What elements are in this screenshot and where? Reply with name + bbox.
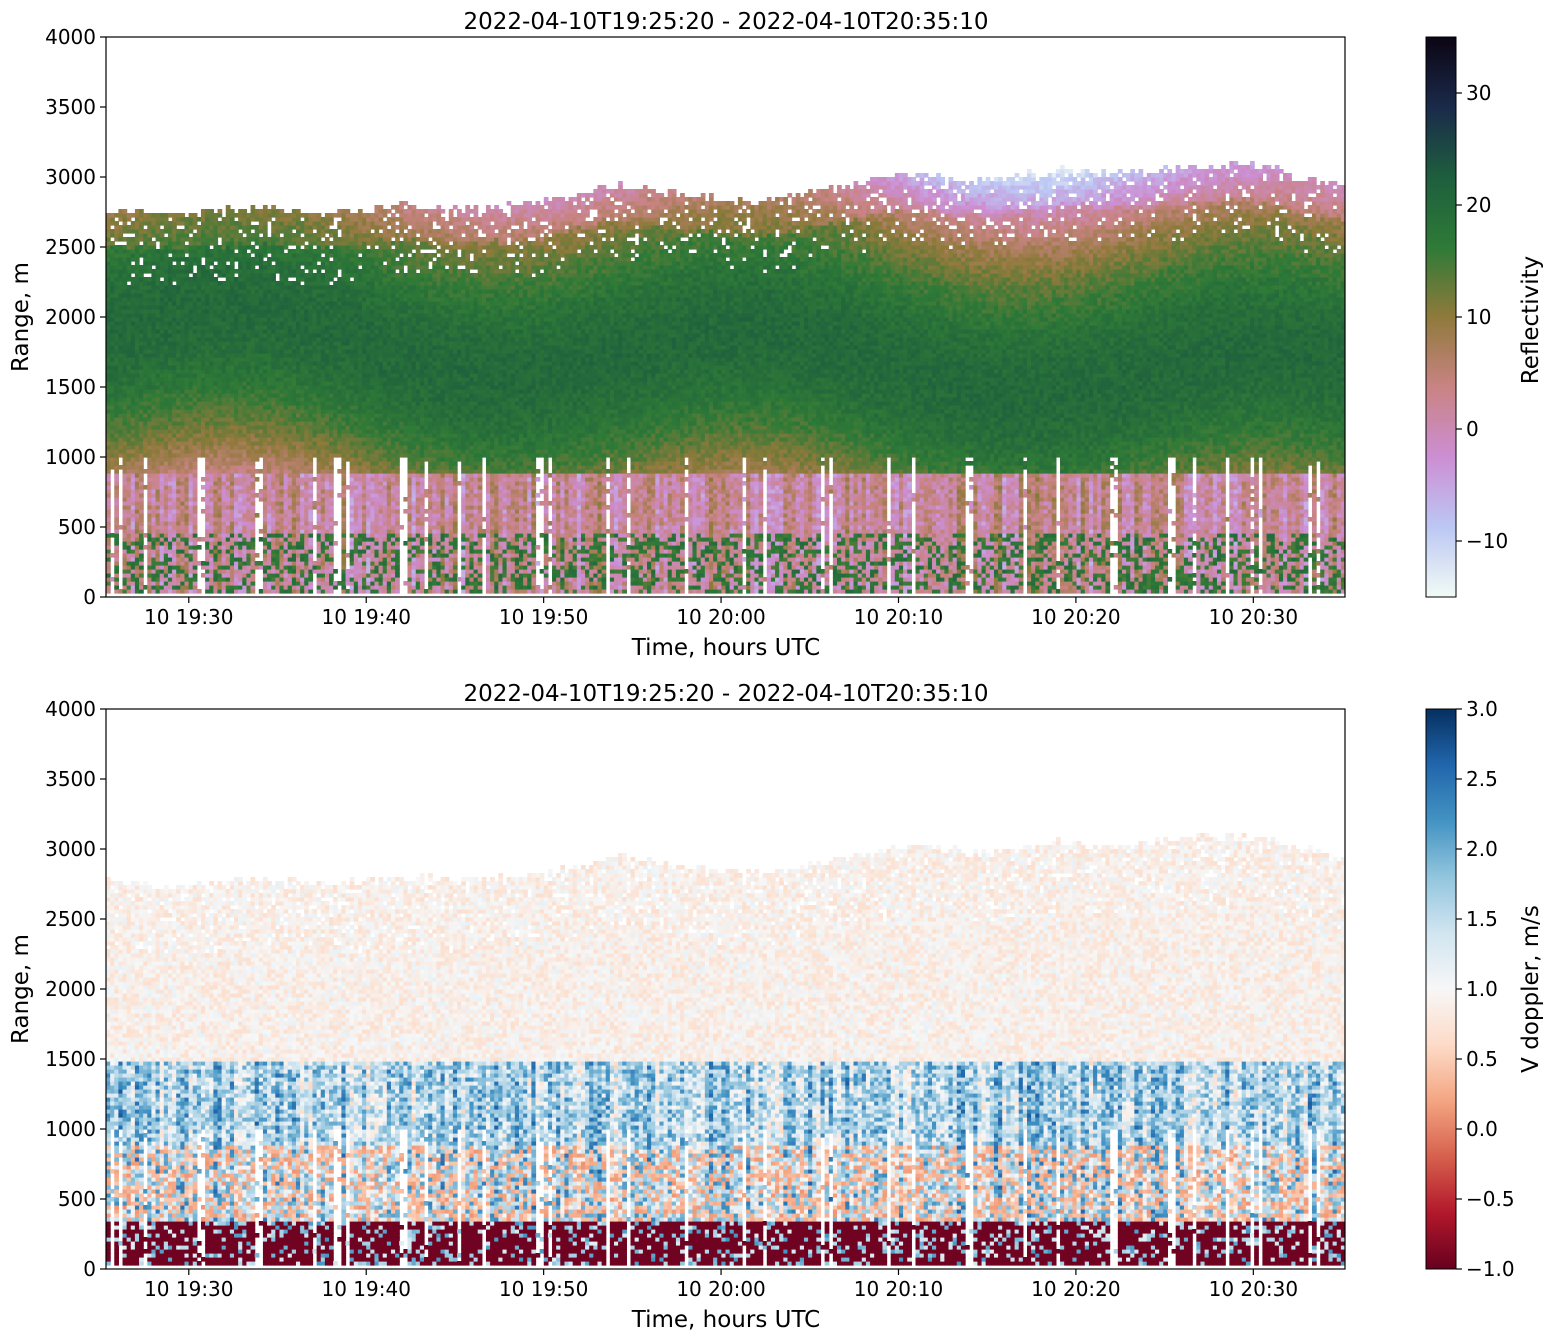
colorbar-tick-label: 0.5	[1466, 1047, 1498, 1071]
colorbar-tick-label: −1.0	[1466, 1257, 1515, 1281]
x-tick-label: 10 19:50	[499, 605, 588, 629]
colorbar-tick-label: 2.0	[1466, 837, 1498, 861]
y-tick-label: 1000	[45, 445, 96, 469]
x-tick-label: 10 20:10	[854, 605, 943, 629]
y-tick-label: 3000	[45, 165, 96, 189]
y-tick-label: 1000	[45, 1117, 96, 1141]
reflectivity-colorbar-ticks: −10 0 10 20 30	[1456, 81, 1508, 553]
y-tick-label: 2500	[45, 235, 96, 259]
x-tick-label: 10 20:00	[676, 605, 765, 629]
y-tick-label: 500	[58, 1187, 96, 1211]
colorbar-tick-label: 0.0	[1466, 1117, 1498, 1141]
y-tick-label: 4000	[45, 697, 96, 721]
y-tick-label: 3500	[45, 95, 96, 119]
x-tick-label: 10 20:10	[854, 1277, 943, 1301]
doppler-x-axis-label: Time, hours UTC	[631, 1307, 820, 1333]
doppler-heatmap	[106, 833, 1346, 1266]
reflectivity-panel: 2022-04-10T19:25:20 - 2022-04-10T20:35:1…	[8, 9, 1544, 661]
reflectivity-x-ticks: 10 19:30 10 19:40 10 19:50 10 20:00 10 20:10…	[144, 597, 1298, 629]
y-tick-label: 1500	[45, 375, 96, 399]
y-tick-label: 0	[83, 585, 96, 609]
reflectivity-colorbar	[1426, 37, 1456, 597]
colorbar-tick-label: −0.5	[1466, 1187, 1515, 1211]
reflectivity-colorbar-label: Reflectivity	[1518, 256, 1544, 384]
y-tick-label: 3500	[45, 767, 96, 791]
reflectivity-x-axis-label: Time, hours UTC	[631, 635, 820, 661]
colorbar-tick-label: 0	[1466, 417, 1479, 441]
x-tick-label: 10 19:50	[499, 1277, 588, 1301]
y-tick-label: 2000	[45, 977, 96, 1001]
x-tick-label: 10 19:30	[144, 1277, 233, 1301]
doppler-y-ticks: 0 500 1000 1500 2000 2500 3000 3500 4000	[45, 697, 106, 1281]
doppler-panel: 2022-04-10T19:25:20 - 2022-04-10T20:35:1…	[8, 681, 1544, 1333]
reflectivity-title: 2022-04-10T19:25:20 - 2022-04-10T20:35:1…	[464, 9, 989, 35]
doppler-colorbar	[1426, 709, 1456, 1269]
x-tick-label: 10 20:20	[1031, 605, 1120, 629]
y-tick-label: 0	[83, 1257, 96, 1281]
doppler-y-axis-label: Range, m	[8, 934, 34, 1044]
x-tick-label: 10 20:30	[1209, 605, 1298, 629]
reflectivity-y-axis-label: Range, m	[8, 262, 34, 372]
colorbar-tick-label: 3.0	[1466, 697, 1498, 721]
colorbar-tick-label: 30	[1466, 81, 1491, 105]
y-tick-label: 4000	[45, 25, 96, 49]
y-tick-label: 2500	[45, 907, 96, 931]
x-tick-label: 10 20:00	[676, 1277, 765, 1301]
doppler-colorbar-ticks: −1.0 −0.5 0.0 0.5 1.0 1.5 2.0 2.5 3.0	[1456, 697, 1515, 1281]
colorbar-tick-label: −10	[1466, 529, 1508, 553]
y-tick-label: 3000	[45, 837, 96, 861]
doppler-title: 2022-04-10T19:25:20 - 2022-04-10T20:35:1…	[464, 681, 989, 707]
colorbar-tick-label: 1.0	[1466, 977, 1498, 1001]
colorbar-tick-label: 20	[1466, 193, 1491, 217]
colorbar-tick-label: 1.5	[1466, 907, 1498, 931]
reflectivity-y-ticks: 0 500 1000 1500 2000 2500 3000 3500 4000	[45, 25, 106, 609]
x-tick-label: 10 19:30	[144, 605, 233, 629]
x-tick-label: 10 20:30	[1209, 1277, 1298, 1301]
x-tick-label: 10 19:40	[321, 1277, 410, 1301]
x-tick-label: 10 20:20	[1031, 1277, 1120, 1301]
reflectivity-heatmap	[106, 161, 1346, 594]
doppler-x-ticks: 10 19:30 10 19:40 10 19:50 10 20:00 10 20:10…	[144, 1269, 1298, 1301]
y-tick-label: 1500	[45, 1047, 96, 1071]
colorbar-tick-label: 2.5	[1466, 767, 1498, 791]
x-tick-label: 10 19:40	[321, 605, 410, 629]
y-tick-label: 2000	[45, 305, 96, 329]
colorbar-tick-label: 10	[1466, 305, 1491, 329]
y-tick-label: 500	[58, 515, 96, 539]
doppler-colorbar-label: V doppler, m/s	[1518, 905, 1544, 1073]
